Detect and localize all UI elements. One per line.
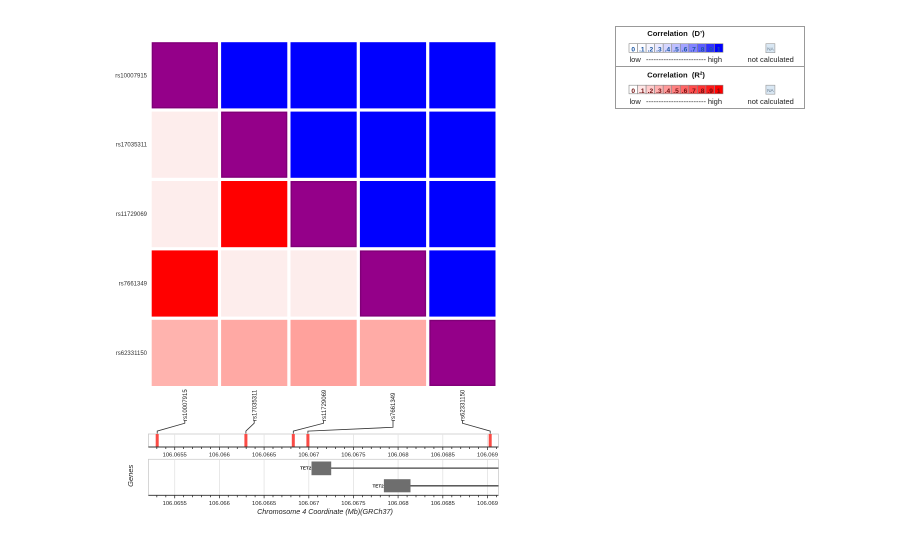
svg-text:106.067: 106.067 [298,501,319,507]
svg-text:.2: .2 [648,88,654,95]
svg-text:Correlation (R²): Correlation (R²) [647,71,705,80]
svg-text:.6: .6 [682,88,688,95]
svg-text:.3: .3 [656,88,662,95]
svg-text:106.067: 106.067 [298,453,319,459]
svg-text:low: low [630,97,642,106]
svg-text:rs62331150: rs62331150 [461,389,467,421]
svg-text:NA: NA [767,47,774,53]
svg-text:106.0655: 106.0655 [163,453,187,459]
svg-text:------------------------: ------------------------ [646,55,706,64]
svg-text:rs11729069: rs11729069 [116,212,148,218]
svg-text:rs17035311: rs17035311 [116,143,148,149]
svg-text:high: high [708,97,722,106]
svg-text:1: 1 [717,46,721,53]
svg-text:.1: .1 [639,46,645,53]
svg-text:low: low [630,55,642,64]
svg-text:.4: .4 [665,46,671,53]
svg-text:.6: .6 [682,46,688,53]
svg-text:.9: .9 [707,46,713,53]
svg-text:.7: .7 [690,88,696,95]
svg-text:.9: .9 [707,88,713,95]
svg-text:106.0655: 106.0655 [163,501,187,507]
svg-text:.2: .2 [648,46,654,53]
svg-text:106.066: 106.066 [209,453,230,459]
svg-text:106.068: 106.068 [388,501,409,507]
svg-text:rs10007915: rs10007915 [183,389,189,421]
svg-text:106.069: 106.069 [477,501,498,507]
svg-text:Correlation (D’): Correlation (D’) [647,29,705,38]
svg-text:1: 1 [717,88,721,95]
svg-text:NA: NA [767,88,774,94]
svg-text:.7: .7 [690,46,696,53]
svg-text:106.068: 106.068 [388,453,409,459]
svg-text:rs11729069: rs11729069 [322,389,328,421]
svg-text:.5: .5 [673,46,679,53]
svg-text:.8: .8 [699,46,705,53]
svg-text:106.0675: 106.0675 [341,501,365,507]
svg-text:.3: .3 [656,46,662,53]
svg-text:rs17035311: rs17035311 [252,389,258,421]
svg-text:not calculated: not calculated [748,55,794,64]
svg-text:.5: .5 [673,88,679,95]
svg-text:rs7661349: rs7661349 [119,282,148,288]
svg-text:TET2: TET2 [300,466,312,471]
svg-text:TET2: TET2 [372,484,384,489]
svg-text:high: high [708,55,722,64]
svg-text:106.0685: 106.0685 [431,453,455,459]
svg-text:106.0675: 106.0675 [341,453,365,459]
svg-text:Chromosome 4 Coordinate (Mb)(G: Chromosome 4 Coordinate (Mb)(GRCh37) [257,507,393,516]
svg-text:106.069: 106.069 [477,453,498,459]
svg-text:rs7661349: rs7661349 [391,392,397,421]
svg-text:Genes: Genes [126,465,135,487]
svg-text:.1: .1 [639,88,645,95]
svg-text:0: 0 [631,88,635,95]
svg-text:not calculated: not calculated [748,97,794,106]
svg-text:106.0665: 106.0665 [252,453,276,459]
svg-text:.4: .4 [665,88,671,95]
svg-text:106.0665: 106.0665 [252,501,276,507]
svg-text:106.0685: 106.0685 [431,501,455,507]
svg-text:rs10007915: rs10007915 [115,73,147,79]
svg-text:------------------------: ------------------------ [646,97,706,106]
svg-text:0: 0 [631,46,635,53]
svg-text:106.066: 106.066 [209,501,230,507]
svg-text:.8: .8 [699,88,705,95]
svg-text:rs62331150: rs62331150 [116,351,148,357]
